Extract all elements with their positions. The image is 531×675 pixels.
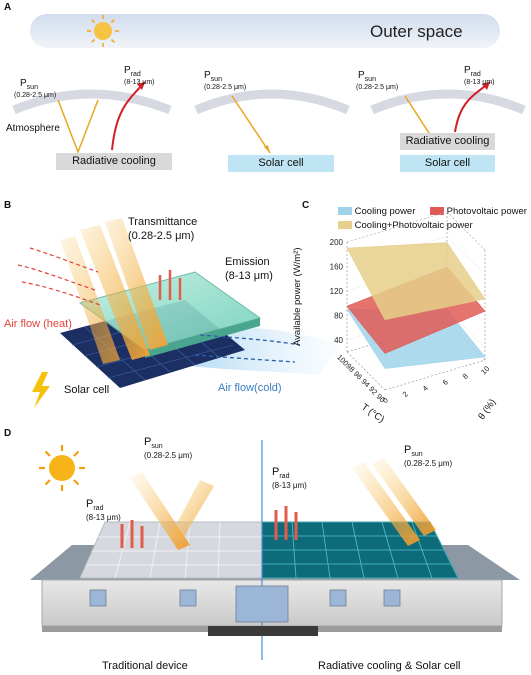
legend-swatch-sum <box>338 221 352 230</box>
d-prad-left-sub: rad <box>93 505 104 513</box>
legend-item-pv: Photovoltaic power <box>430 206 527 217</box>
a3-psun-sub: sun <box>364 76 376 83</box>
a3-prad-sub: rad <box>470 71 481 78</box>
z-tick-label: 200 <box>330 238 344 247</box>
panel-d-letter: D <box>4 428 12 439</box>
rad-arrows-d <box>120 506 298 548</box>
d-prad-left-range: (8-13 μm) <box>86 513 121 522</box>
z-tick-label: 120 <box>330 287 344 296</box>
a1-psun-range: (0.28-2.5 μm) <box>14 92 57 99</box>
emission-range: (8-13 μm) <box>225 270 273 282</box>
d-prad-left: Prad <box>86 498 103 515</box>
caption-radiative-solar: Radiative cooling & Solar cell <box>318 660 461 672</box>
a3-solar-cell-box: Solar cell <box>400 155 495 172</box>
a3-psun-range: (0.28-2.5 μm) <box>356 84 399 91</box>
d-prad-right-range: (8-13 μm) <box>272 481 307 490</box>
sun-ray-solar <box>231 95 271 154</box>
a2-psun-label: Psun <box>204 70 222 86</box>
entrance-steps <box>208 626 318 636</box>
a3-psun-label: Psun <box>358 70 376 86</box>
d-prad-left-main: P <box>86 498 94 510</box>
atmosphere-arc-1 <box>12 89 172 115</box>
sunlight-beams <box>60 218 168 364</box>
d-psun-left-main: P <box>144 436 152 448</box>
y-tick-label: 4 <box>421 384 430 393</box>
emission-arrows <box>158 270 182 300</box>
sun-ray-reflect <box>57 99 99 155</box>
windows <box>89 585 401 623</box>
chart-box-edge <box>384 359 486 391</box>
sun-icon <box>87 15 119 47</box>
chart-gridline <box>346 236 486 275</box>
y-tick-label: 0 <box>381 396 390 405</box>
legend-item-sum: Cooling+Photovoltaic power <box>338 220 473 231</box>
atmosphere-arc-2 <box>194 89 350 115</box>
a1-prad-sub: rad <box>130 71 141 78</box>
legend-swatch-cooling <box>338 207 352 216</box>
d-psun-right-range: (0.28-2.5 μm) <box>404 459 453 468</box>
d-psun-left-sub: sun <box>151 443 163 451</box>
atmosphere-arc-3 <box>370 89 526 115</box>
a3-prad-label: Prad <box>464 65 481 81</box>
outer-space-label: Outer space <box>370 22 463 41</box>
emission-label: Emission <box>225 256 270 268</box>
a1-psun-label: Psun <box>20 78 38 94</box>
chart-box-edge <box>346 351 386 391</box>
legend-swatch-pv <box>430 207 444 216</box>
a2-psun-main: P <box>204 70 211 81</box>
z-tick-label: 40 <box>334 336 343 345</box>
sun-beams-d <box>130 458 436 550</box>
heat-airflow <box>17 247 101 306</box>
lightning-icon <box>32 372 50 408</box>
d-psun-right: Psun <box>404 444 423 461</box>
air-flow-cold-label: Air flow(cold) <box>218 382 282 394</box>
chart-gridline <box>346 211 486 251</box>
outer-space-band <box>30 14 500 48</box>
a1-prad-label: Prad <box>124 65 141 81</box>
y-tick-label: 6 <box>441 378 450 387</box>
d-prad-right-main: P <box>272 466 280 478</box>
a3-prad-range: (8-13 μm) <box>464 79 495 86</box>
z-tick-label: 160 <box>330 262 344 271</box>
panel-c-letter: C <box>302 200 310 211</box>
y-tick-label: 2 <box>401 390 410 399</box>
combined-surface <box>346 242 486 321</box>
d-psun-right-main: P <box>404 444 412 456</box>
y-tick-label: 8 <box>461 372 470 381</box>
legend-label-sum: Cooling+Photovoltaic power <box>354 220 473 231</box>
d-psun-left-range: (0.28-2.5 μm) <box>144 451 193 460</box>
d-psun-right-sub: sun <box>411 451 423 459</box>
air-flow-heat-label: Air flow (heat) <box>4 318 72 330</box>
caption-traditional: Traditional device <box>102 660 188 672</box>
transmittance-range: (0.28-2.5 μm) <box>128 230 195 242</box>
panel-b-letter: B <box>4 200 12 211</box>
a2-psun-sub: sun <box>210 76 222 83</box>
a2-psun-range: (0.28-2.5 μm) <box>204 84 247 91</box>
solar-cell-box: Solar cell <box>228 155 334 172</box>
a1-prad-range: (8-13 μm) <box>124 79 155 86</box>
d-prad-right: Prad <box>272 466 289 483</box>
d-psun-left: Psun <box>144 436 163 453</box>
radiative-cooling-box: Radiative cooling <box>56 153 172 170</box>
a1-psun-main: P <box>20 78 27 89</box>
legend-item-cooling: Cooling power <box>338 206 415 217</box>
transmittance-label: Transmittance <box>128 216 198 228</box>
legend-label-pv: Photovoltaic power <box>446 206 527 217</box>
atmosphere-label: Atmosphere <box>6 123 60 134</box>
solar-cell-label: Solar cell <box>64 384 110 396</box>
a3-radiative-cooling-box: Radiative cooling <box>400 133 495 150</box>
d-prad-right-sub: rad <box>279 473 290 481</box>
a1-psun-sub: sun <box>26 84 38 91</box>
a3-prad-main: P <box>464 65 471 76</box>
panel-a-letter: A <box>4 2 12 13</box>
sun-icon-d <box>39 445 85 491</box>
legend-label-cooling: Cooling power <box>354 206 416 217</box>
z-tick-label: 80 <box>334 311 343 320</box>
a3-psun-main: P <box>358 70 365 81</box>
a1-prad-main: P <box>124 65 131 76</box>
